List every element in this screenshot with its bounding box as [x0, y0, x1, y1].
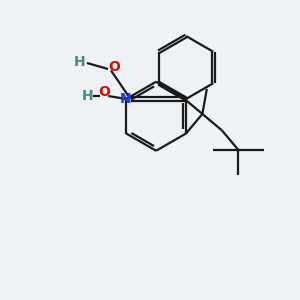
Text: H: H [81, 89, 93, 103]
Text: O: O [109, 60, 121, 74]
Text: O: O [98, 85, 110, 99]
Text: N: N [119, 92, 131, 106]
Text: H: H [74, 55, 85, 68]
